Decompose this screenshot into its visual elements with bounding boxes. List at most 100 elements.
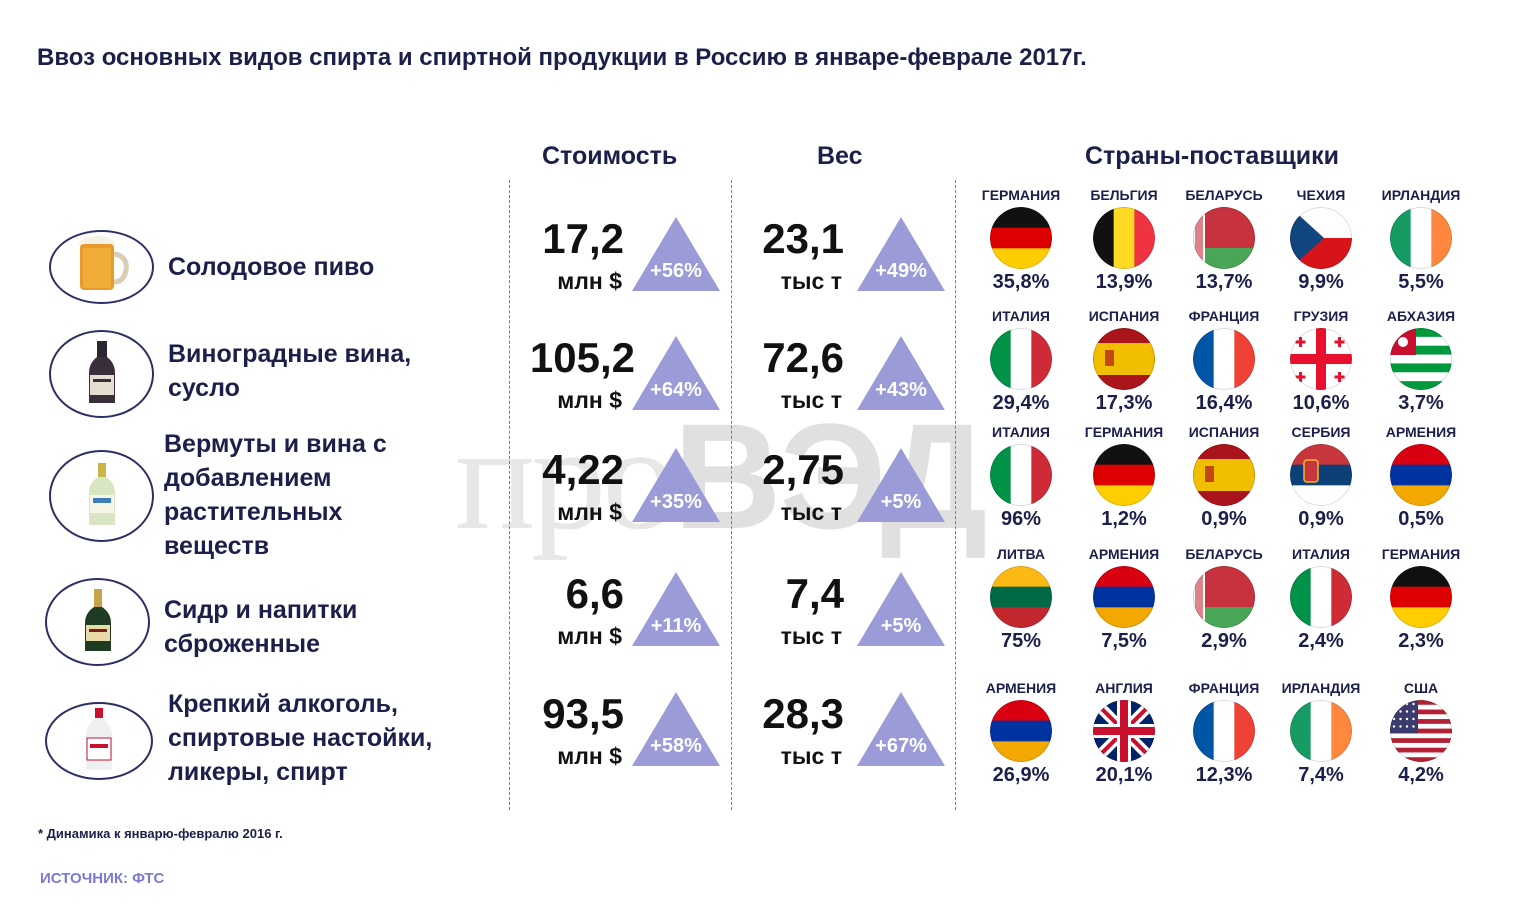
flag-ireland-icon (1290, 700, 1352, 762)
country-name: АРМЕНИЯ (985, 680, 1057, 696)
product-label-line: ликеры, спирт (168, 758, 348, 786)
up-triangle-icon (857, 572, 945, 646)
up-triangle-icon (857, 336, 945, 410)
country-name: АБХАЗИЯ (1386, 308, 1456, 324)
country-share: 5,5% (1398, 271, 1444, 293)
country-name: ИРЛАНДИЯ (1281, 680, 1361, 696)
weight-change: +5% (857, 448, 945, 522)
country-name: БЕЛАРУСЬ (1185, 187, 1263, 203)
flag-germany-icon (1390, 566, 1452, 628)
page-title: Ввоз основных видов спирта и спиртной пр… (37, 44, 1087, 71)
country-name: АРМЕНИЯ (1385, 424, 1457, 440)
country-name: ЧЕХИЯ (1296, 187, 1346, 203)
product-image-2 (49, 330, 154, 418)
beer-mug-icon (67, 234, 137, 301)
product-label-line: добавлением (164, 464, 332, 492)
country-share: 17,3% (1095, 392, 1153, 414)
country-share: 12,3% (1195, 764, 1253, 786)
cost-change: +35% (632, 448, 720, 522)
weight-unit: тыс т (780, 387, 842, 413)
country-name: ГЕРМАНИЯ (981, 187, 1061, 203)
country-name: ГЕРМАНИЯ (1084, 424, 1164, 440)
product-label-line: Вермуты и вина с (164, 430, 387, 458)
header-weight: Вес (817, 142, 863, 170)
weight-unit: тыс т (780, 623, 842, 649)
product-label-line: Виноградные вина, (168, 340, 412, 368)
weight-value: 23,1 (762, 215, 844, 262)
cost-unit: млн $ (557, 268, 622, 294)
country-share: 2,9% (1201, 630, 1247, 652)
flag-armenia-icon (1390, 444, 1452, 506)
country-share: 1,2% (1101, 508, 1147, 530)
country-share: 75% (1000, 630, 1042, 652)
country-name: ИРЛАНДИЯ (1381, 187, 1461, 203)
weight-change-label: +5% (880, 491, 922, 513)
product-label-line: Солодовое пиво (168, 253, 375, 281)
country-share: 0,9% (1298, 508, 1344, 530)
country-share: 20,1% (1095, 764, 1153, 786)
country-name: АРМЕНИЯ (1088, 546, 1160, 562)
country-name: ГРУЗИЯ (1293, 308, 1349, 324)
country-name: АНГЛИЯ (1095, 680, 1153, 696)
country-share: 16,4% (1195, 392, 1253, 414)
weight-value: 72,6 (762, 334, 844, 381)
divider-left (509, 180, 510, 810)
up-triangle-icon (857, 692, 945, 766)
weight-unit: тыс т (780, 499, 842, 525)
flag-usa-icon (1390, 700, 1452, 762)
flag-armenia-icon (990, 700, 1052, 762)
flag-germany-icon (1093, 444, 1155, 506)
country-share: 4,2% (1398, 764, 1444, 786)
product-image-1 (49, 230, 154, 304)
flag-belgium-icon (1093, 207, 1155, 269)
product-label-line: веществ (164, 532, 270, 560)
flag-belarus-icon (1193, 566, 1255, 628)
divider-right (955, 180, 956, 810)
country-share: 35,8% (992, 271, 1050, 293)
flag-lithuania-icon (990, 566, 1052, 628)
country-name: ИТАЛИЯ (992, 424, 1050, 440)
flag-italy-icon (990, 444, 1052, 506)
country-share: 13,9% (1095, 271, 1153, 293)
product-label-line: Сидр и напитки (164, 596, 358, 624)
cost-change-label: +64% (650, 379, 702, 401)
cost-change: +64% (632, 336, 720, 410)
weight-change: +67% (857, 692, 945, 766)
flag-abkhazia-icon (1390, 328, 1452, 390)
cost-change: +56% (632, 217, 720, 291)
cost-unit: млн $ (557, 499, 622, 525)
cost-value: 93,5 (542, 690, 624, 737)
product-image-3 (49, 450, 154, 542)
footnote: * Динамика к январю-февралю 2016 г. (38, 826, 283, 841)
flag-spain-icon (1193, 444, 1255, 506)
weight-change: +5% (857, 572, 945, 646)
up-triangle-icon (857, 448, 945, 522)
vodka-bottle-icon (74, 706, 124, 777)
product-label-line: Крепкий алкоголь, (168, 690, 398, 718)
cost-value: 4,22 (542, 446, 624, 493)
flag-france-icon (1193, 700, 1255, 762)
weight-change: +49% (857, 217, 945, 291)
country-name: ФРАНЦИЯ (1188, 308, 1260, 324)
weight-change-label: +5% (880, 615, 922, 637)
flag-italy-icon (990, 328, 1052, 390)
product-image-5 (45, 702, 153, 780)
country-name: БЕЛАРУСЬ (1185, 546, 1263, 562)
country-share: 7,5% (1101, 630, 1147, 652)
flag-spain-icon (1093, 328, 1155, 390)
cost-change-label: +56% (650, 260, 702, 282)
country-name: ИСПАНИЯ (1188, 424, 1260, 440)
country-name: ЛИТВА (997, 546, 1045, 562)
country-name: ИТАЛИЯ (992, 308, 1050, 324)
vermouth-bottle-icon (77, 461, 127, 532)
product-label-line: сброженные (164, 630, 320, 658)
source-label: ИСТОЧНИК: ФТС (40, 870, 165, 887)
country-name: США (1403, 680, 1439, 696)
country-share: 9,9% (1298, 271, 1344, 293)
header-cost: Стоимость (542, 142, 678, 170)
cost-value: 6,6 (565, 570, 624, 617)
wine-bottle-icon (77, 339, 127, 410)
cost-value: 17,2 (542, 215, 624, 262)
country-name: ГЕРМАНИЯ (1381, 546, 1461, 562)
country-share: 2,3% (1398, 630, 1444, 652)
